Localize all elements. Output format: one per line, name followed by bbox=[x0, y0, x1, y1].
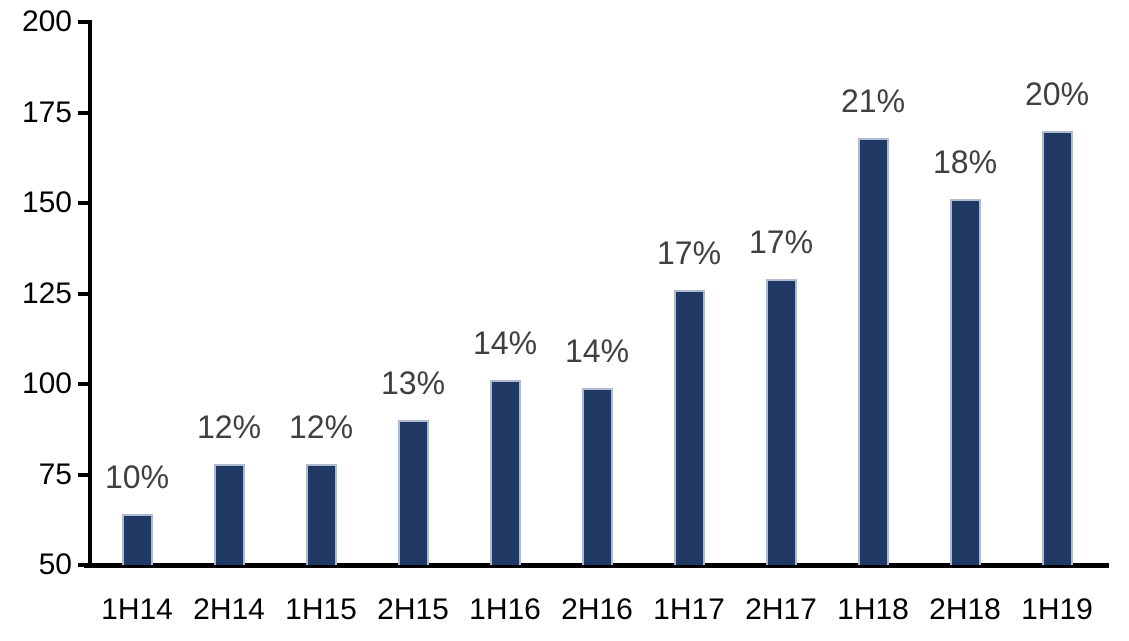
bar bbox=[1041, 131, 1073, 565]
bar bbox=[765, 279, 797, 565]
x-category-label: 1H18 bbox=[837, 593, 909, 626]
x-axis-line bbox=[84, 563, 1109, 568]
x-category-label: 2H15 bbox=[377, 593, 449, 626]
y-tick bbox=[78, 472, 91, 477]
bar bbox=[949, 199, 981, 565]
x-category-label: 1H15 bbox=[285, 593, 357, 626]
bar bbox=[581, 388, 613, 565]
y-tick-label: 100 bbox=[21, 367, 72, 400]
y-tick-label: 50 bbox=[38, 548, 72, 581]
bar-value-label: 14% bbox=[564, 333, 630, 369]
y-tick bbox=[78, 563, 91, 567]
bar-value-label: 17% bbox=[748, 224, 814, 260]
bar-value-label: 21% bbox=[840, 83, 906, 119]
y-tick bbox=[78, 20, 91, 24]
y-tick bbox=[78, 110, 91, 115]
bar-value-label: 20% bbox=[1024, 76, 1090, 112]
bar-value-label: 18% bbox=[932, 144, 998, 180]
x-category-label: 1H14 bbox=[101, 593, 173, 626]
y-tick bbox=[78, 291, 91, 296]
bar bbox=[213, 464, 245, 565]
x-category-label: 2H17 bbox=[745, 593, 817, 626]
bar bbox=[121, 514, 153, 565]
y-tick-label: 75 bbox=[38, 457, 72, 491]
x-category-label: 1H17 bbox=[653, 593, 725, 626]
bar-value-label: 14% bbox=[472, 325, 538, 361]
x-category-label: 1H16 bbox=[469, 593, 541, 626]
bar bbox=[489, 380, 521, 565]
bar bbox=[397, 420, 429, 565]
bar bbox=[305, 464, 337, 565]
y-tick bbox=[78, 382, 91, 386]
y-tick bbox=[78, 201, 91, 205]
y-tick-label: 200 bbox=[21, 5, 72, 38]
bar-value-label: 17% bbox=[656, 235, 722, 271]
y-tick-label: 125 bbox=[21, 276, 72, 310]
x-category-label: 2H18 bbox=[929, 593, 1001, 626]
x-category-label: 2H16 bbox=[561, 593, 633, 626]
y-tick-label: 175 bbox=[21, 95, 72, 129]
bar bbox=[857, 138, 889, 565]
bar bbox=[673, 290, 705, 565]
bar-value-label: 12% bbox=[288, 409, 354, 445]
bar-value-label: 10% bbox=[104, 459, 170, 495]
bar-value-label: 13% bbox=[380, 365, 446, 401]
bar-value-label: 12% bbox=[196, 409, 262, 445]
x-category-label: 2H14 bbox=[193, 593, 265, 626]
x-category-label: 1H19 bbox=[1021, 593, 1093, 626]
y-tick-label: 150 bbox=[21, 186, 72, 219]
